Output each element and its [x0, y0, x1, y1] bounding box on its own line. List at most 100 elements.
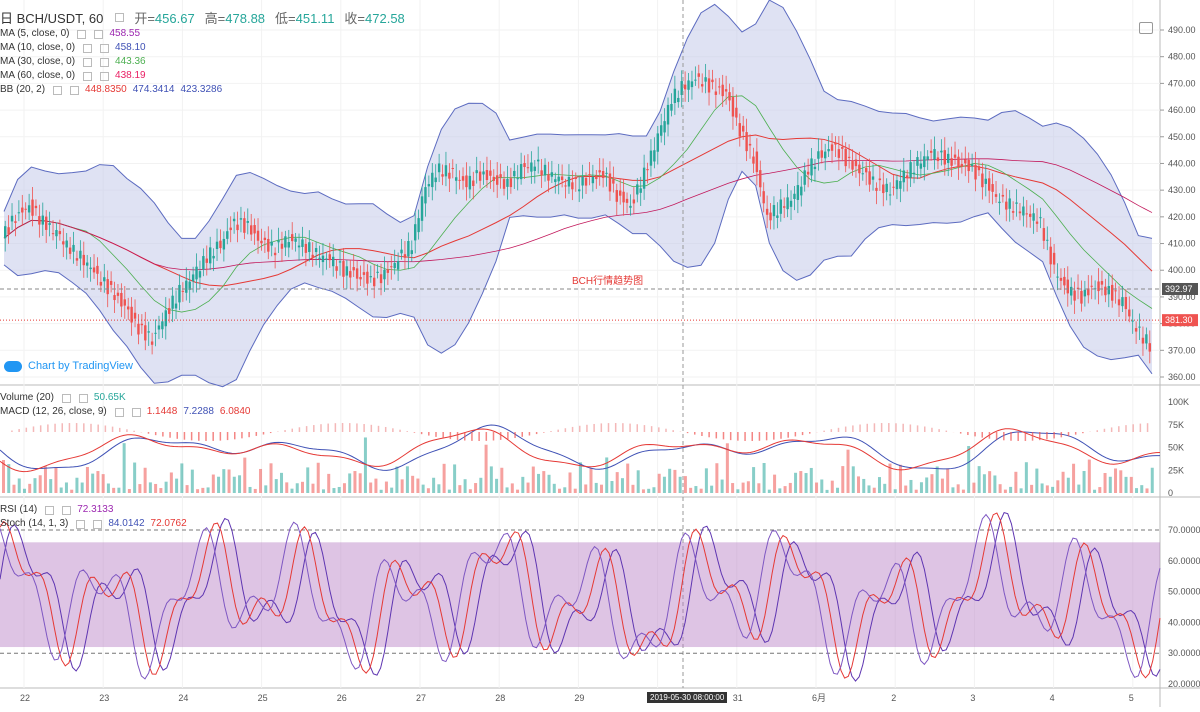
volume-bar: [1104, 473, 1107, 493]
candle-body: [1009, 198, 1011, 208]
volume-bar: [574, 489, 577, 493]
symbol-label[interactable]: 日 BCH/USDT, 60: [0, 8, 103, 27]
volume-bar: [904, 486, 907, 493]
candle-body: [578, 189, 580, 191]
eye-icon[interactable]: [62, 394, 71, 403]
candle-body: [472, 181, 474, 186]
date-tick-label: 24: [178, 693, 188, 703]
legend-label[interactable]: MA (30, close, 0): [0, 55, 75, 69]
candle-body: [957, 157, 959, 167]
eye-icon[interactable]: [45, 506, 54, 515]
candle-body: [684, 85, 686, 90]
macd-histogram-bar: [493, 432, 495, 440]
volume-bar: [343, 483, 346, 493]
candle-body: [646, 169, 648, 170]
candle-body: [411, 250, 413, 254]
candle-body: [28, 205, 30, 212]
volume-bar: [233, 477, 236, 493]
legend-label[interactable]: MA (60, close, 0): [0, 69, 75, 83]
macd-histogram-bar: [780, 432, 782, 439]
volume-bar: [1140, 485, 1143, 493]
candle-body: [947, 154, 949, 163]
candle-body: [998, 202, 1000, 203]
macd-histogram-bar: [1111, 427, 1113, 432]
candle-body: [848, 157, 850, 158]
candle-body: [1073, 291, 1075, 301]
macd-histogram-bar: [895, 423, 897, 432]
settings-icon[interactable]: [115, 13, 124, 22]
tradingview-badge[interactable]: Chart by TradingView: [4, 360, 133, 372]
legend-label[interactable]: MA (5, close, 0): [0, 27, 69, 41]
candle-body: [810, 158, 812, 175]
macd-histogram-bar: [442, 432, 444, 438]
volume-bar: [437, 484, 440, 493]
close-icon[interactable]: [100, 72, 109, 81]
legend-label[interactable]: MACD (12, 26, close, 9): [0, 405, 107, 419]
volume-bar: [584, 484, 587, 493]
legend-label[interactable]: MA (10, close, 0): [0, 41, 75, 55]
candle-body: [1029, 214, 1031, 217]
close-icon[interactable]: [100, 44, 109, 53]
candle-body: [212, 256, 214, 258]
candle-body: [431, 173, 433, 187]
eye-icon[interactable]: [115, 408, 124, 417]
candle-body: [793, 194, 795, 199]
candle-body: [421, 196, 423, 220]
close-icon[interactable]: [132, 408, 141, 417]
eye-icon[interactable]: [77, 30, 86, 39]
macd-histogram-bar: [838, 428, 840, 432]
macd-histogram-bar: [1082, 432, 1084, 433]
close-icon[interactable]: [70, 86, 79, 95]
candle-body: [520, 164, 522, 179]
macd-histogram-bar: [97, 425, 99, 432]
candle-body: [346, 266, 348, 275]
close-icon[interactable]: [100, 58, 109, 67]
legend-label[interactable]: RSI (14): [0, 503, 37, 517]
volume-bar: [899, 465, 902, 493]
macd-histogram-bar: [126, 429, 128, 432]
candle-body: [1056, 277, 1058, 278]
candle-body: [230, 228, 232, 230]
tradingview-label[interactable]: Chart by TradingView: [28, 360, 133, 372]
volume-bar: [516, 490, 519, 493]
eye-icon[interactable]: [53, 86, 62, 95]
eye-icon[interactable]: [83, 58, 92, 67]
legend-label[interactable]: BB (20, 2): [0, 83, 45, 97]
macd-histogram-bar: [967, 432, 969, 435]
candle-body: [674, 89, 676, 103]
volume-bar: [332, 488, 335, 493]
macd-histogram-bar: [299, 427, 301, 432]
volume-bar: [700, 489, 703, 493]
volume-bar: [485, 445, 488, 493]
close-icon[interactable]: [62, 506, 71, 515]
legend-label[interactable]: Volume (20): [0, 391, 54, 405]
volume-bar: [1046, 485, 1049, 493]
candle-body: [1149, 343, 1151, 351]
candle-body: [933, 149, 935, 159]
macd-histogram-bar: [766, 432, 768, 440]
close-icon[interactable]: [93, 520, 102, 529]
close-icon[interactable]: [79, 394, 88, 403]
volume-bar: [983, 474, 986, 493]
candle-body: [308, 242, 310, 252]
volume-bar: [773, 475, 776, 493]
volume-tick-label: 75K: [1168, 420, 1184, 430]
candle-body: [804, 170, 806, 184]
candle-body: [226, 231, 228, 239]
candle-body: [985, 179, 987, 184]
legend-label[interactable]: Stoch (14, 1, 3): [0, 517, 68, 531]
eye-icon[interactable]: [83, 44, 92, 53]
eye-icon[interactable]: [83, 72, 92, 81]
macd-histogram-bar: [191, 432, 193, 440]
close-icon[interactable]: [94, 30, 103, 39]
eye-icon[interactable]: [76, 520, 85, 529]
volume-bar: [652, 487, 655, 493]
legend-value: 458.10: [115, 41, 146, 55]
candle-body: [923, 156, 925, 167]
candle-body: [1135, 328, 1137, 331]
chart-settings-icon[interactable]: [1139, 22, 1153, 34]
candle-body: [486, 170, 488, 180]
macd-histogram-bar: [644, 425, 646, 432]
